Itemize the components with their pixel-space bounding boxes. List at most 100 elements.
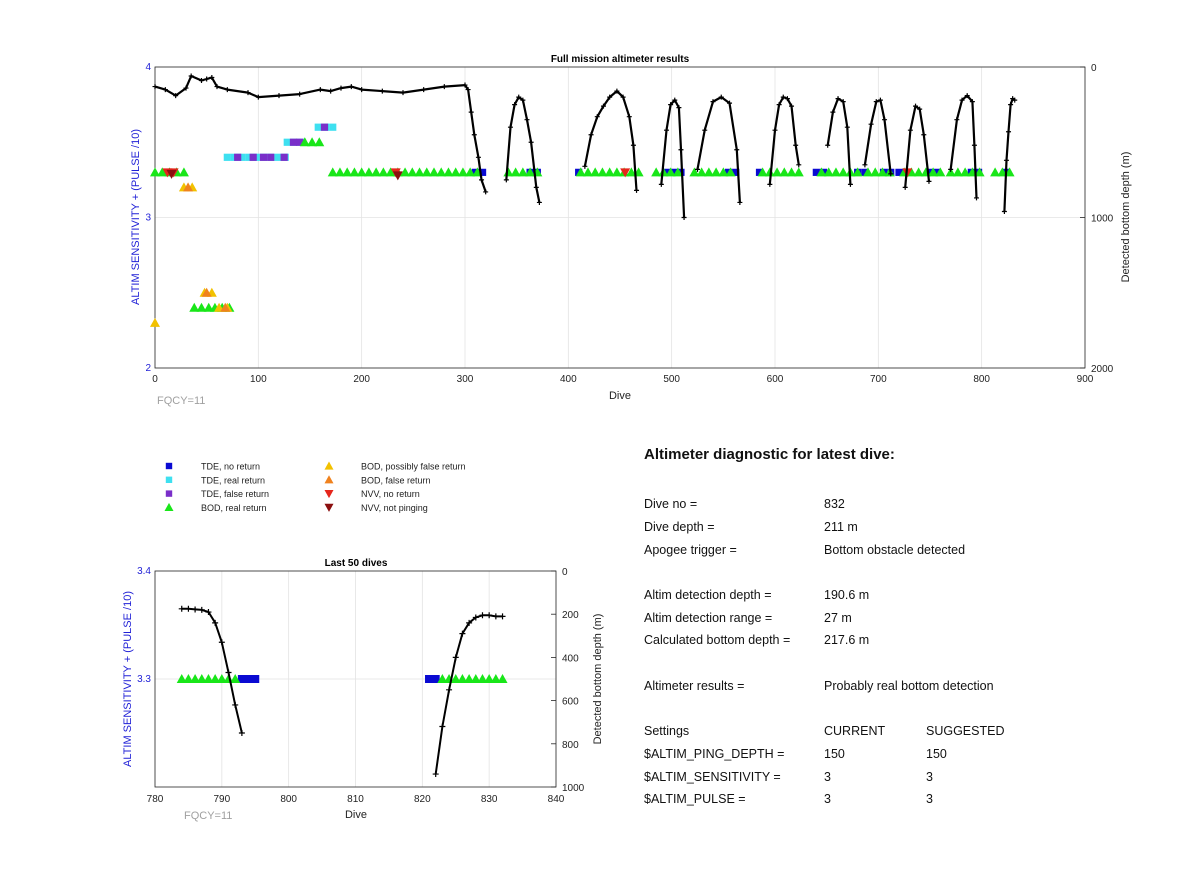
tde-no-return-marker [895,168,903,176]
tde-no-return-marker [812,168,820,176]
bod-real-return-marker [407,167,418,177]
nvv-not-pinging-marker [166,169,177,179]
depth-point [486,612,493,619]
bod-real-return-marker [945,167,956,177]
detection-depth-value: 190.6 m [824,588,870,603]
bod-real-return-marker [356,167,367,177]
calculated-depth-row: Calculated bottom depth = 217.6 m [644,629,1164,652]
depth-point [1003,157,1009,163]
depth-point [767,181,773,187]
tde-no-return-marker [251,675,260,683]
pulse-row: $ALTIM_PULSE = 3 3 [644,788,1164,811]
depth-point [776,102,782,108]
data-marks [150,123,1015,327]
fqcy-annotation: FQCY=11 [184,810,232,822]
depth-point [971,142,977,148]
depth-point [840,99,846,105]
depth-point [780,94,786,100]
depth-point [734,147,740,153]
nvv-no-return-marker [620,168,631,178]
depth-point [232,701,239,708]
depth-point [702,127,708,133]
bod-real-return-marker [877,167,888,177]
tde-false-return-legend-marker [165,490,173,497]
depth-point [614,88,620,94]
bod-real-return-marker [611,167,622,177]
legend-label: TDE, real return [201,475,265,485]
depth-point [297,91,303,97]
legend-label: NVV, no return [361,489,420,499]
depth-point [441,84,447,90]
bod-real-return-marker [299,137,310,147]
depth-point [199,78,204,84]
tde-no-return-marker [237,675,246,683]
bod-real-return-marker [935,167,946,177]
depth-line [181,607,243,734]
depth-point [192,606,199,613]
depth-point [198,606,205,613]
depth-point [224,87,230,93]
detection-range-label: Altim detection range = [644,610,773,625]
y2-tick-label: 800 [562,740,579,751]
depth-point [959,97,965,103]
depth-point [452,654,459,661]
depth-point [626,114,632,120]
x-axis-label: Dive [609,390,631,402]
bod-real-return-marker [378,167,389,177]
depth-point [877,97,883,103]
bod-real-return-marker [414,167,425,177]
depth-line [1003,97,1016,212]
ping-depth-current: 150 [824,746,845,761]
depth-point [882,117,888,123]
depth-point [507,124,513,130]
depth-point [678,147,684,153]
bod-real-return-marker [334,167,345,177]
bod-real-return-marker [757,167,768,177]
legend-label: TDE, no return [201,462,260,472]
ping-depth-suggested: 150 [926,746,947,761]
bod-real-return-marker [196,302,207,312]
depth-point [921,132,927,138]
depth-point [462,82,468,88]
legend-label: BOD, real return [201,503,267,513]
tde-real-return-legend-marker [165,476,173,483]
bod-real-return-marker [838,167,849,177]
depth-point [432,771,439,778]
bod-real-return-marker [477,674,488,683]
last-50-dives-chart: Last 50 dives 780 790 800 810 820 830 840 3.3 3.… [122,558,604,822]
tde-no-return-marker [244,675,253,683]
depth-point [672,97,678,103]
x-tick-label: 700 [870,374,887,385]
depth-point [588,132,594,138]
bod-real-return-marker [604,167,615,177]
y-tick-label: 4 [145,62,151,73]
bod-real-return-marker [230,674,241,683]
depth-point [926,178,932,184]
tde-no-return-marker [425,675,434,683]
calculated-depth-value: 217.6 m [824,633,870,648]
bod-real-return-marker [465,167,476,177]
bod-real-return-marker [457,674,468,683]
bod-false-return-legend-marker [324,475,334,484]
depth-point [907,127,913,133]
bod-real-return-marker [314,137,325,147]
x-tick-label: 830 [481,794,498,805]
detection-range-row: Altim detection range = 27 m [644,606,1164,629]
depth-point [607,94,613,100]
depth-point [475,154,481,160]
depth-point [1012,97,1018,103]
depth-point [338,85,344,91]
bod-real-return-marker [497,674,508,683]
depth-line [826,97,852,185]
depth-point [471,132,477,138]
bod-real-return-marker [597,167,608,177]
bod-real-return-marker [470,674,481,683]
bod-real-return-marker [772,167,783,177]
bod-real-return-marker [450,674,461,683]
depth-point [793,142,799,148]
tde-false-return-marker [267,153,275,161]
bod-real-return-marker [786,167,797,177]
pulse-suggested: 3 [926,792,933,807]
bod-real-return-marker [764,167,775,177]
